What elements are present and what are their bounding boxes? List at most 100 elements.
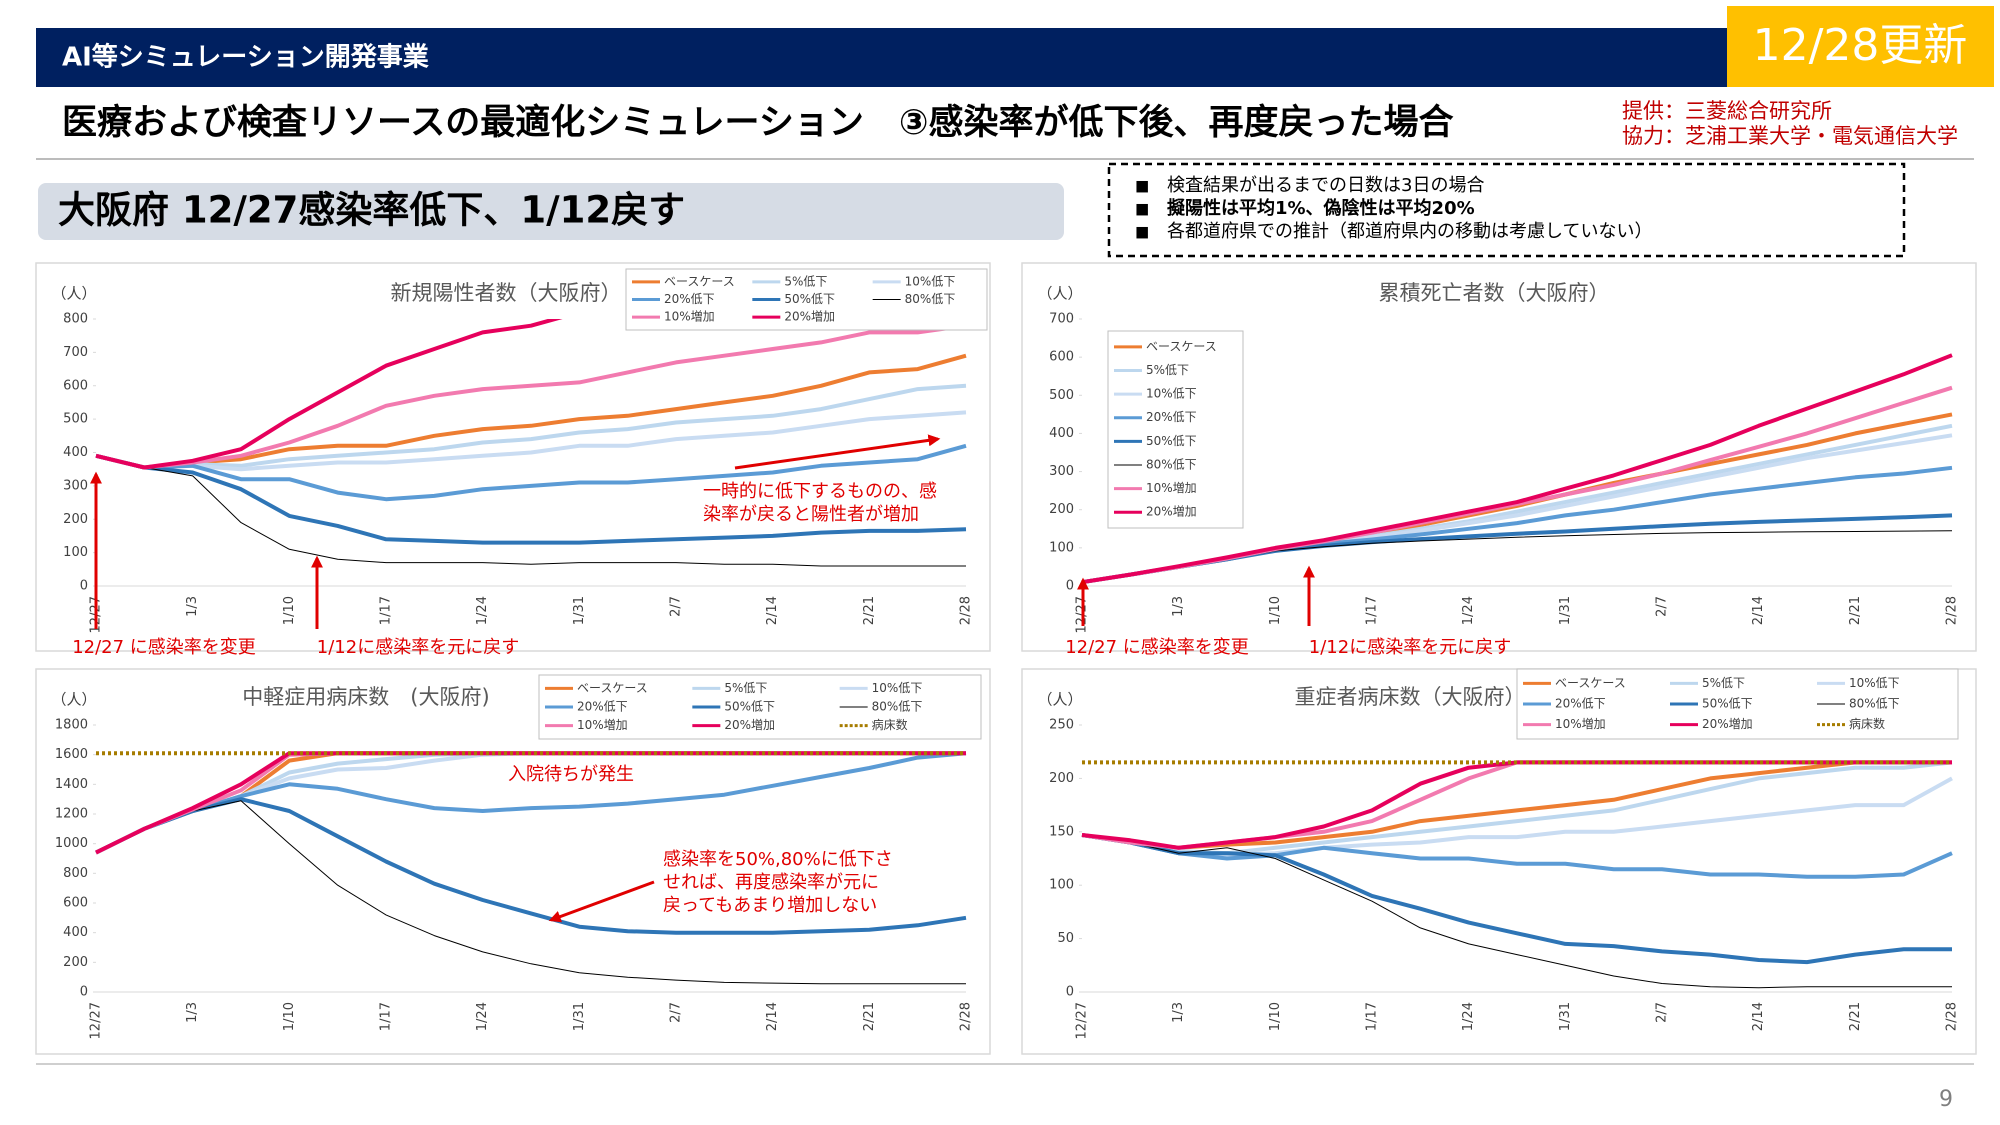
annotation-arrow <box>548 880 655 923</box>
y-tick-label: 1200 <box>55 807 88 822</box>
chart: （人） 累積死亡者数（大阪府） 0 100 200 300 400 500 600 700 12/2… <box>1021 262 1977 658</box>
y-tick-label: 1600 <box>55 747 88 762</box>
legend-label: 20%増加 <box>1146 505 1197 519</box>
legend-label: 20%増加 <box>724 718 775 732</box>
y-tick-label: 50 <box>1057 931 1074 946</box>
x-tick-label: 2/28 <box>1945 596 1960 625</box>
x-tick-label: 1/10 <box>1268 1002 1283 1031</box>
series-line <box>95 383 967 470</box>
plot <box>1081 353 1953 585</box>
annotation-arrow <box>734 434 941 470</box>
x-tick-label: 2/28 <box>959 596 974 625</box>
bullet: ■ <box>1135 223 1149 241</box>
credit: 提供：三菱総合研究所 <box>1622 99 1832 123</box>
legend-label: 10%増加 <box>1555 717 1606 731</box>
legend-label: 病床数 <box>1849 716 1885 731</box>
series-line <box>95 453 967 545</box>
annotation: 一時的に低下するものの、感 <box>703 481 937 502</box>
update-text: 12/28更新 <box>1753 20 1968 71</box>
annotation: せれば、再度感染率が元に <box>663 872 879 893</box>
y-axis-label: （人） <box>1037 691 1082 709</box>
legend-label: 10%低下 <box>905 274 956 288</box>
x-tick-label: 2/28 <box>1945 1002 1960 1031</box>
legend-label: 5%低下 <box>784 274 827 288</box>
series-line <box>95 797 967 935</box>
y-tick-label: 300 <box>63 478 88 493</box>
y-tick-label: 700 <box>1049 312 1074 327</box>
y-tick-label: 250 <box>1049 718 1074 733</box>
slide-title: 医療および検査リソースの最適化シミュレーション ③感染率が低下後、再度戻った場合 <box>62 103 1454 143</box>
x-tick-label: 2/21 <box>862 1002 877 1031</box>
series-line <box>1081 834 1952 989</box>
series-line <box>1081 833 1952 965</box>
x-tick-label: 2/14 <box>1751 1002 1766 1031</box>
y-tick-label: 600 <box>63 896 88 911</box>
notes-box <box>1107 162 1906 258</box>
legend-box <box>1107 330 1244 529</box>
legend-label: 20%増加 <box>1702 717 1753 731</box>
legend-label: 10%低下 <box>1146 387 1197 401</box>
annotation: 染率が戻ると陽性者が増加 <box>703 504 919 525</box>
y-tick-label: 200 <box>63 512 88 527</box>
legend-label: 5%低下 <box>1146 363 1189 377</box>
plot <box>1081 760 1953 989</box>
chart-title: 新規陽性者数（大阪府） <box>391 281 622 305</box>
y-tick-label: 500 <box>63 412 88 427</box>
y-tick-label: 200 <box>63 955 88 970</box>
series-line <box>95 319 563 470</box>
series-line <box>95 410 967 472</box>
x-tick-label: 1/10 <box>1268 596 1283 625</box>
x-tick-label: 2/7 <box>669 596 684 617</box>
y-tick-label: 0 <box>80 985 88 1000</box>
legend-label: 80%低下 <box>872 700 923 714</box>
x-tick-label: 2/14 <box>765 596 780 625</box>
y-tick-label: 200 <box>1049 502 1074 517</box>
series-line <box>1081 833 1953 879</box>
chart-title: 中軽症用病床数 (大阪府) <box>242 685 489 709</box>
x-tick-label: 2/7 <box>669 1002 684 1023</box>
chart-title: 重症者病床数（大阪府） <box>1295 685 1526 709</box>
legend-label: 10%低下 <box>1849 676 1900 690</box>
chart: （人） 中軽症用病床数 (大阪府) 0 200 400 600 800 1000 1200 140… <box>35 668 991 1055</box>
x-tick-label: 1/3 <box>1171 596 1186 617</box>
x-tick-label: 1/24 <box>1461 1002 1476 1031</box>
legend-label: 50%低下 <box>724 700 775 714</box>
legend-label: 20%低下 <box>577 700 628 714</box>
legend-label: 10%低下 <box>872 681 923 695</box>
y-tick-label: 0 <box>80 579 88 594</box>
legend-label: 50%低下 <box>1146 434 1197 448</box>
annotation: 感染率を50%,80%に低下さ <box>663 849 893 870</box>
series-line <box>95 800 966 985</box>
x-tick-label: 2/14 <box>1751 596 1766 625</box>
x-tick-label: 2/14 <box>765 1002 780 1031</box>
y-tick-label: 700 <box>63 345 88 360</box>
x-tick-label: 1/31 <box>1558 596 1573 625</box>
bullet: ■ <box>1135 177 1149 195</box>
legend-label: ベースケース <box>577 681 648 695</box>
annotation: 1/12に感染率を元に戻す <box>1309 637 1511 658</box>
y-tick-label: 800 <box>63 312 88 327</box>
note: 各都道府県での推計（都道府県内の移動は考慮していない） <box>1167 221 1652 242</box>
subtitle-box <box>38 183 1064 240</box>
page-number: 9 <box>1939 1087 1953 1112</box>
legend-label: 5%低下 <box>724 681 767 695</box>
x-tick-label: 1/3 <box>185 1002 200 1023</box>
legend-label: 20%低下 <box>664 292 715 306</box>
x-tick-label: 2/28 <box>959 1002 974 1031</box>
legend-label: 50%低下 <box>784 292 835 306</box>
legend-label: 10%増加 <box>664 310 715 324</box>
note: 検査結果が出るまでの日数は3日の場合 <box>1167 175 1484 196</box>
plot <box>95 751 967 985</box>
x-tick-label: 12/27 <box>89 1002 104 1039</box>
y-tick-label: 300 <box>1049 464 1074 479</box>
legend-label: 80%低下 <box>905 292 956 306</box>
x-tick-label: 1/10 <box>282 1002 297 1031</box>
y-tick-label: 200 <box>1049 771 1074 786</box>
legend-label: ベースケース <box>1146 339 1217 353</box>
annotation: 戻ってもあまり増加しない <box>663 895 877 916</box>
legend-label: 5%低下 <box>1702 676 1745 690</box>
x-tick-label: 1/31 <box>572 596 587 625</box>
annotation: 入院待ちが発生 <box>508 764 634 785</box>
legend-box <box>625 268 988 331</box>
